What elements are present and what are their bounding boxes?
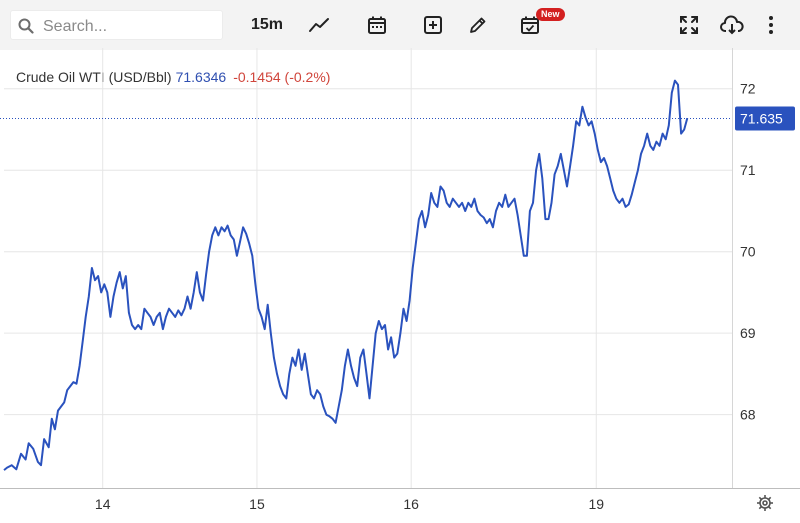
price-axis-labels: 68 69 70 71 72 [740, 81, 756, 423]
toolbar: 15m [0, 0, 800, 50]
calendar-button[interactable] [362, 10, 392, 40]
download-button[interactable] [717, 10, 747, 40]
time-tick-16: 16 [403, 496, 419, 512]
more-button[interactable] [756, 10, 786, 40]
price-tick-68: 68 [740, 407, 756, 423]
last-price-label: 71.635 [740, 110, 783, 126]
last-price: 71.6346 [175, 69, 227, 85]
grid-lines [4, 48, 732, 488]
fullscreen-button[interactable] [674, 10, 704, 40]
time-tick-14: 14 [95, 496, 111, 512]
time-axis-labels: 14 15 16 19 [95, 496, 604, 512]
time-tick-19: 19 [588, 496, 604, 512]
price-tick-72: 72 [740, 81, 756, 97]
calendar-check-icon [521, 16, 539, 34]
price-change: -0.1454 (-0.2%) [233, 69, 331, 85]
calendar-icon [368, 16, 386, 34]
draw-button[interactable] [463, 10, 493, 40]
chart-legend: Crude Oil WTI (USD/Bbl) 71.6346 -0.1454 (-… [16, 69, 330, 85]
pencil-icon [470, 17, 486, 33]
search-icon [18, 18, 34, 34]
settings-button[interactable] [757, 495, 773, 511]
line-chart-icon [309, 18, 329, 32]
interval-button[interactable]: 15m [250, 16, 284, 33]
gear-icon [757, 495, 773, 511]
price-chart[interactable]: 68 69 70 71 72 14 15 16 19 71.635 [0, 48, 800, 523]
price-tick-69: 69 [740, 325, 756, 341]
price-tick-71: 71 [740, 162, 756, 178]
search-box[interactable] [10, 10, 223, 40]
time-tick-15: 15 [249, 496, 265, 512]
search-input[interactable] [41, 15, 220, 39]
fullscreen-icon [680, 16, 698, 34]
add-indicator-button[interactable] [418, 10, 448, 40]
instrument-name: Crude Oil WTI (USD/Bbl) [16, 69, 172, 85]
price-series-line [3, 79, 689, 471]
price-tick-70: 70 [740, 244, 756, 260]
last-price-label-bg [735, 106, 795, 131]
cloud-download-icon [720, 15, 744, 35]
more-vertical-icon [769, 16, 773, 34]
new-badge: New [536, 8, 565, 21]
plus-box-icon [424, 16, 442, 34]
events-button[interactable] [515, 10, 545, 40]
chart-type-button[interactable] [304, 10, 334, 40]
